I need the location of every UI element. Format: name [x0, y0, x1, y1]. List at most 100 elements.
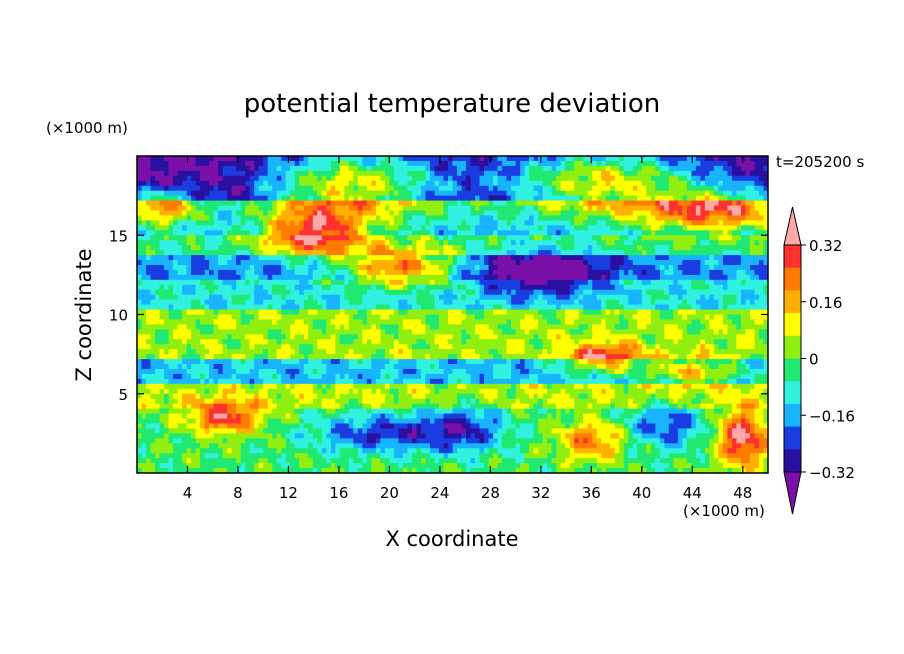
contour-cell [312, 170, 318, 177]
contour-cell [475, 165, 481, 172]
contour-cell [335, 230, 341, 236]
contour-cell [155, 185, 161, 192]
contour-cell [263, 428, 269, 434]
contour-cell [137, 235, 143, 241]
contour-cell [438, 250, 445, 256]
contour-cell [168, 398, 174, 405]
contour-cell [222, 468, 228, 473]
contour-cell [227, 215, 233, 221]
contour-cell [213, 423, 219, 430]
contour-cell [258, 314, 264, 321]
contour-cell [393, 393, 400, 400]
contour-cell [200, 319, 206, 325]
contour-cell [272, 190, 278, 197]
contour-cell [384, 245, 390, 251]
contour-cell [443, 309, 449, 316]
contour-cell [281, 319, 287, 325]
contour-cell [353, 458, 359, 464]
contour-cell [168, 349, 174, 355]
contour-cell [457, 428, 463, 434]
contour-cell [303, 264, 309, 271]
contour-cell [411, 408, 418, 415]
contour-cell [411, 339, 418, 345]
contour-cell [429, 170, 436, 177]
contour-cell [348, 329, 354, 335]
contour-cell [380, 428, 386, 434]
contour-cell [240, 279, 246, 286]
contour-cell [155, 170, 161, 177]
contour-cell [285, 368, 291, 375]
contour-cell [209, 294, 215, 301]
contour-cell [150, 255, 156, 261]
contour-cell [204, 344, 210, 350]
contour-cell [308, 200, 314, 207]
contour-cell [137, 284, 143, 291]
contour-cell [326, 279, 332, 286]
contour-cell [384, 393, 390, 400]
contour-cell [299, 448, 305, 454]
contour-cell [461, 175, 467, 182]
contour-cell [299, 170, 305, 177]
contour-cell [398, 250, 404, 256]
contour-cell [254, 284, 260, 291]
contour-cell [420, 200, 427, 207]
contour-cell [402, 284, 409, 291]
contour-cell [443, 175, 449, 182]
contour-cell [326, 344, 332, 350]
contour-cell [186, 423, 192, 430]
contour-cell [308, 373, 314, 380]
contour-cell [294, 165, 300, 172]
contour-cell [326, 200, 332, 207]
contour-cell [475, 215, 481, 221]
contour-cell [321, 299, 327, 306]
contour-cell [335, 433, 341, 439]
contour-cell [155, 245, 161, 251]
contour-cell [276, 269, 282, 276]
contour-cell [366, 344, 372, 350]
contour-cell [398, 458, 404, 464]
contour-cell [281, 264, 287, 271]
contour-cell [484, 354, 490, 360]
contour-cell [357, 160, 363, 167]
contour-cell [285, 448, 291, 454]
contour-cell [177, 210, 183, 217]
contour-cell [470, 235, 476, 241]
contour-cell [443, 383, 449, 390]
contour-cell [303, 314, 309, 321]
contour-cell [443, 378, 449, 385]
contour-cell [380, 195, 386, 202]
contour-cell [447, 423, 454, 430]
contour-cell [177, 393, 183, 400]
contour-cell [425, 260, 431, 266]
contour-cell [389, 443, 395, 449]
contour-cell [425, 349, 431, 355]
contour-cell [330, 319, 336, 325]
contour-cell [209, 344, 215, 350]
contour-cell [290, 185, 296, 192]
contour-cell [398, 220, 404, 226]
contour-cell [425, 225, 431, 231]
contour-cell [231, 428, 237, 434]
contour-cell [276, 205, 282, 212]
contour-cell [141, 309, 147, 316]
contour-cell [168, 180, 174, 187]
contour-cell [330, 235, 336, 241]
contour-cell [425, 264, 431, 271]
contour-cell [290, 279, 296, 286]
contour-cell [258, 334, 264, 340]
contour-cell [452, 383, 458, 390]
contour-cell [326, 418, 332, 425]
contour-cell [366, 438, 372, 444]
contour-cell [434, 299, 440, 306]
contour-cell [384, 235, 390, 241]
contour-cell [452, 240, 458, 246]
contour-cell [398, 240, 404, 246]
contour-cell [168, 240, 174, 246]
contour-cell [155, 458, 161, 464]
contour-cell [411, 453, 418, 459]
contour-cell [484, 220, 490, 226]
contour-cell [416, 453, 422, 459]
contour-cell [276, 373, 282, 380]
contour-cell [168, 185, 174, 192]
contour-cell [231, 373, 237, 380]
